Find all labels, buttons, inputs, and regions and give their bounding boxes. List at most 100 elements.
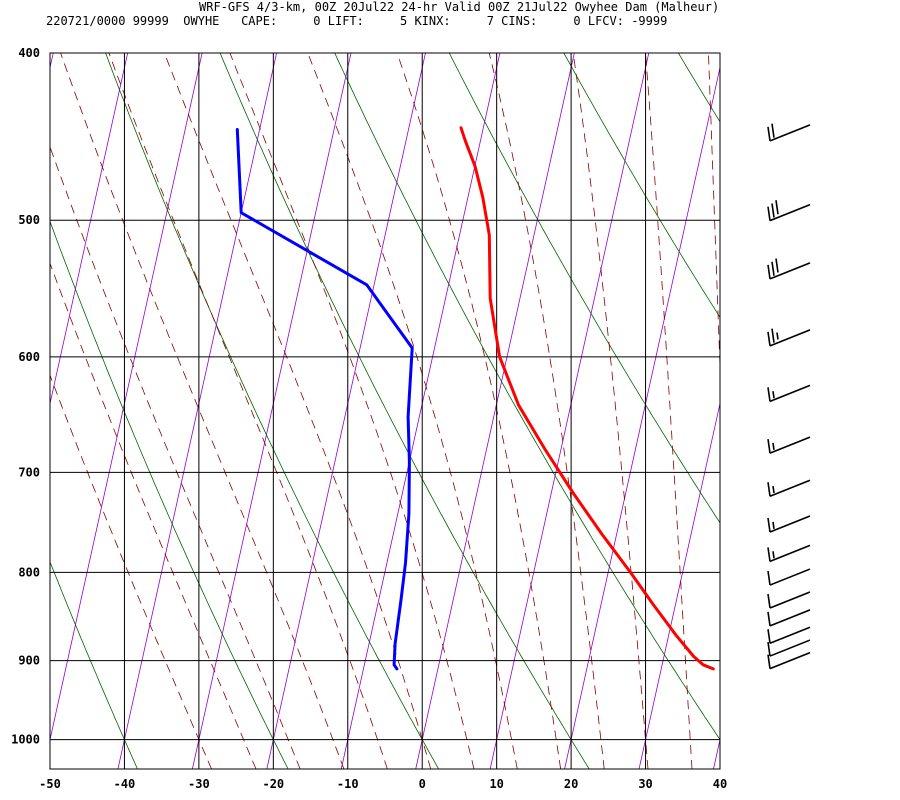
skewed-isotherm: [50, 53, 203, 742]
barb-flag: [771, 203, 775, 218]
wind-barbs: [767, 123, 811, 670]
skewed-isotherm: [713, 737, 720, 769]
dry-adiabat: [334, 53, 720, 741]
skewed-isotherm: [415, 53, 575, 769]
barb-staff: [769, 651, 811, 670]
chart-title: WRF-GFS 4/3-km, 00Z 20Jul22 24-hr Valid …: [199, 0, 720, 14]
barb-staff: [769, 626, 811, 644]
dry-adiabat: [219, 53, 590, 769]
plot-frame: [49, 52, 721, 770]
barb-staff: [769, 609, 811, 627]
barb-staff: [769, 591, 811, 609]
skewed-isotherm: [266, 53, 426, 769]
barb-flag: [767, 547, 771, 562]
wind-barb: [767, 609, 811, 627]
moist-adiabat: [164, 53, 432, 769]
wind-barb: [767, 639, 811, 657]
axis-ticks: -50 -40 -30 -20 -10 0 10 20 30 40 400 500 600 700 800 9…: [11, 46, 727, 791]
wind-barb: [767, 515, 811, 533]
wind-barb: [767, 626, 811, 644]
barb-staff: [769, 479, 811, 497]
pressure-tick-label: 900: [18, 654, 40, 668]
x-tick-label: -10: [337, 777, 359, 791]
wind-barb: [767, 591, 811, 609]
barb-flag: [775, 258, 779, 273]
barb-flag: [767, 629, 771, 644]
moist-adiabat: [488, 53, 605, 769]
x-tick-label: -50: [39, 777, 61, 791]
moist-adiabat: [572, 53, 649, 769]
moist-adiabat: [229, 53, 475, 769]
wind-barb: [767, 123, 811, 142]
skewed-isotherm: [788, 53, 900, 769]
pressure-tick-label: 1000: [11, 733, 40, 747]
dry-adiabat: [448, 53, 720, 524]
barb-staff: [769, 568, 811, 586]
barb-staff: [769, 515, 811, 533]
pressure-tick-label: 700: [18, 465, 40, 479]
x-tick-label: 0: [419, 777, 426, 791]
barb-flag: [767, 654, 771, 669]
barb-staff: [769, 436, 811, 454]
wind-barb: [767, 328, 811, 347]
traces: [235, 126, 715, 671]
wind-barb: [767, 436, 811, 454]
background-lines: [50, 53, 900, 769]
moist-adiabat: [307, 53, 518, 769]
barb-half-flag: [772, 442, 775, 451]
x-tick-label: 20: [564, 777, 578, 791]
skewed-isotherm: [862, 53, 900, 769]
x-tick-label: -40: [114, 777, 136, 791]
barb-flag: [767, 126, 771, 141]
skewed-isotherm: [340, 53, 501, 769]
temperature-trace: [459, 126, 715, 671]
pressure-tick-label: 500: [18, 213, 40, 227]
barb-staff: [769, 203, 811, 222]
x-tick-label: 30: [638, 777, 652, 791]
barb-half-flag: [772, 485, 775, 494]
barb-flag: [767, 264, 771, 280]
moist-adiabat: [708, 53, 720, 378]
skewed-isotherm: [489, 53, 650, 769]
x-tick-label: 40: [713, 777, 727, 791]
wind-barb: [767, 258, 811, 280]
barb-staff: [769, 262, 811, 280]
barb-staff: [769, 544, 811, 563]
skewed-isotherm: [117, 53, 277, 769]
barb-staff: [769, 329, 811, 347]
barb-half-flag: [772, 551, 775, 559]
barb-staff: [769, 124, 811, 142]
wind-barb: [767, 479, 811, 497]
barb-flag: [767, 438, 771, 454]
x-tick-label: 10: [489, 777, 503, 791]
pressure-tick-label: 800: [18, 565, 40, 579]
barb-staff: [769, 384, 811, 403]
x-tick-label: -30: [188, 777, 210, 791]
wind-barb: [767, 651, 811, 670]
moist-adiabat: [50, 145, 301, 769]
skewed-isotherm: [50, 53, 129, 406]
barb-flag: [767, 482, 771, 497]
wind-barb: [767, 544, 811, 563]
barb-flag: [771, 123, 775, 138]
dry-adiabat: [563, 53, 720, 319]
barb-flag: [767, 593, 771, 609]
barb-flag: [767, 641, 771, 657]
barb-half-flag: [772, 521, 775, 529]
dry-adiabat: [50, 220, 289, 769]
dry-adiabat: [50, 560, 138, 769]
skewed-isotherm: [564, 65, 720, 769]
sounding-indices: 220721/0000 99999 OWYHE CAPE: 0 LIFT: 5 …: [46, 14, 668, 28]
moist-adiabat: [60, 53, 345, 769]
barb-flag: [767, 611, 771, 626]
barb-flag: [767, 570, 771, 586]
wind-barb: [767, 568, 811, 586]
moist-adiabat: [108, 53, 388, 769]
pressure-tick-label: 600: [18, 350, 40, 364]
wind-barb: [767, 200, 811, 222]
skewed-isotherm: [638, 401, 720, 769]
dry-adiabat: [105, 53, 439, 769]
barb-half-flag: [776, 332, 779, 340]
skewed-isotherm: [191, 53, 352, 769]
